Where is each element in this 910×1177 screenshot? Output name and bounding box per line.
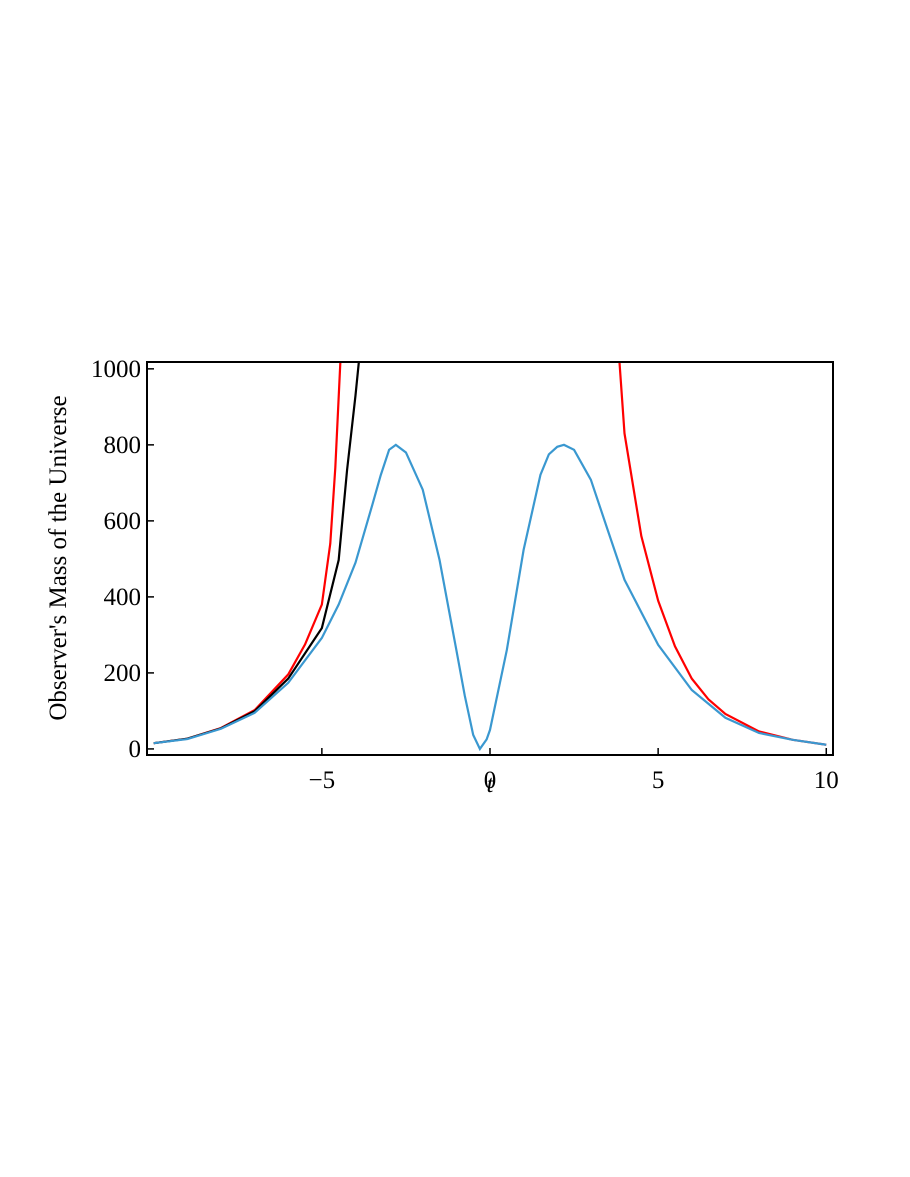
x-tick-label: 10 <box>814 767 839 794</box>
y-tick-label: 600 <box>104 508 142 535</box>
y-axis-label: Observer's Mass of the Universe <box>45 395 72 720</box>
x-tick-label: 5 <box>652 767 665 794</box>
y-tick-label: 400 <box>104 584 142 611</box>
x-tick-label: −5 <box>309 767 336 794</box>
y-tick-label: 1000 <box>91 356 141 383</box>
x-tick-label: 0 <box>484 767 497 794</box>
y-tick-label: 200 <box>104 660 142 687</box>
y-tick-label: 800 <box>104 432 142 459</box>
y-tick-label: 0 <box>129 736 142 763</box>
line-series <box>153 443 827 752</box>
x-axis-label: t <box>487 771 495 798</box>
